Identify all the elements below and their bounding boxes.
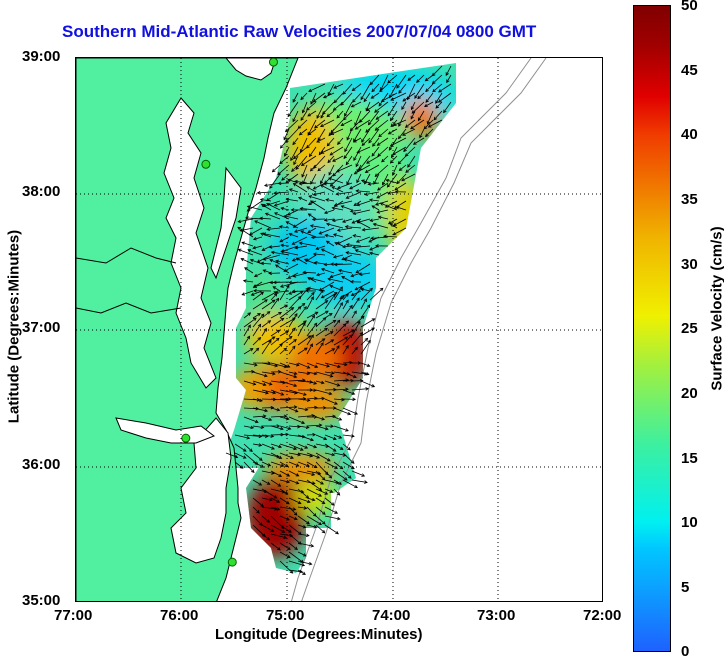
x-tick-label: 72:00 (583, 607, 621, 624)
x-axis-label: Longitude (Degrees:Minutes) (215, 626, 423, 643)
colorbar-tick-label: 25 (681, 320, 698, 337)
x-tick-label: 77:00 (54, 607, 92, 624)
radar-station-marker (202, 160, 210, 168)
radar-station-marker (182, 434, 190, 442)
velocity-vector (361, 381, 374, 387)
velocity-map (76, 58, 603, 602)
colorbar (633, 5, 671, 652)
colorbar-tick-label: 35 (681, 191, 698, 208)
radar-station-marker (269, 58, 277, 66)
x-tick-label: 74:00 (372, 607, 410, 624)
colorbar-tick-label: 40 (681, 126, 698, 143)
y-tick-label: 36:00 (22, 456, 60, 473)
y-tick-label: 39:00 (22, 48, 60, 65)
colorbar-tick-label: 10 (681, 514, 698, 531)
velocity-vector (352, 480, 367, 482)
velocity-vector (343, 408, 357, 414)
radar-station-marker (228, 558, 236, 566)
y-axis-label: Latitude (Degrees:Minutes) (6, 227, 23, 427)
map-title-text: Southern Mid-Atlantic Raw Velocities 200… (62, 22, 536, 42)
colorbar-tick-label: 20 (681, 385, 698, 402)
colorbar-tick-label: 0 (681, 643, 689, 660)
y-tick-label: 38:00 (22, 183, 60, 200)
colorbar-tick-label: 45 (681, 62, 698, 79)
colorbar-tick-label: 30 (681, 256, 698, 273)
map-plot-area (75, 57, 603, 602)
x-tick-label: 76:00 (160, 607, 198, 624)
colorbar-title: Surface Velocity (cm/s) (709, 209, 724, 409)
x-tick-label: 75:00 (266, 607, 304, 624)
y-tick-label: 37:00 (22, 319, 60, 336)
x-tick-label: 73:00 (477, 607, 515, 624)
colorbar-tick-label: 5 (681, 579, 689, 596)
colorbar-tick-label: 15 (681, 450, 698, 467)
colorbar-tick-label: 50 (681, 0, 698, 14)
